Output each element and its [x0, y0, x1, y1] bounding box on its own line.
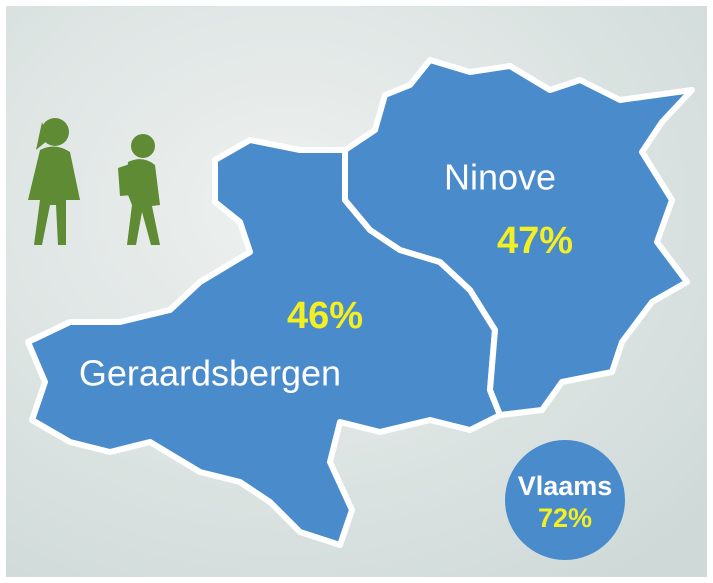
- average-badge: [505, 440, 625, 560]
- walkers-icon: [28, 118, 160, 245]
- average-name: Vlaams: [518, 471, 613, 501]
- region-value: 46%: [287, 295, 363, 337]
- average-value: 72%: [538, 503, 592, 533]
- region-value: 47%: [497, 220, 573, 262]
- region-name: Ninove: [444, 157, 556, 198]
- region-ninove: [342, 57, 695, 418]
- region-name: Geraardsbergen: [79, 353, 341, 394]
